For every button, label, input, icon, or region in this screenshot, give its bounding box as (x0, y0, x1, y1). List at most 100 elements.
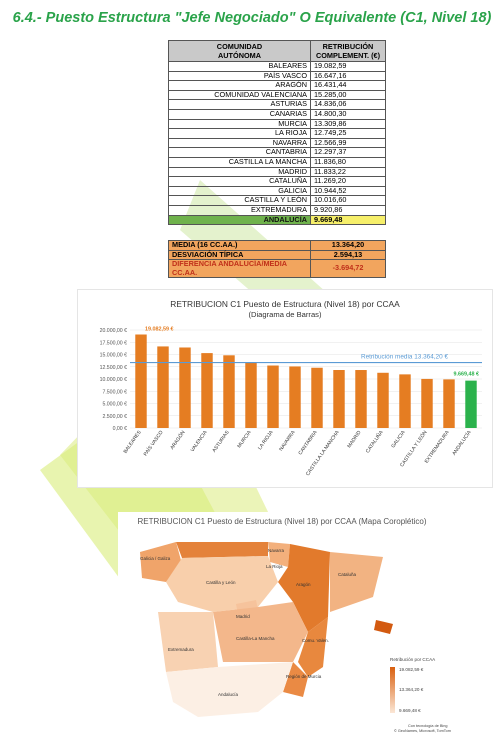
map-label-madrid: Madrid (236, 614, 250, 619)
summary-table: MEDIA (16 CC.AA.) 13.364,20 DESVIACIÓN TÍP… (168, 240, 386, 279)
cell-community: ANDALUCÍA (168, 214, 311, 226)
bar (377, 372, 389, 428)
bar (201, 353, 213, 428)
x-tick-label: CATALUÑA (364, 429, 385, 455)
bar (135, 334, 147, 428)
map-label-galicia: Galicia / Galiza (140, 556, 171, 561)
cell-salary: 16.431,44 (310, 80, 386, 91)
salary-table: COMUNIDAD AUTÓNOMA RETRIBUCIÓN COMPLEMEN… (168, 40, 386, 226)
bar (311, 367, 323, 428)
map-title: RETRIBUCION C1 Puesto de Estructura (Niv… (137, 517, 427, 526)
summary-value: 13.364,20 (310, 240, 386, 251)
region-extremadura (158, 612, 218, 672)
map-label-extremadura: Extremadura (168, 647, 194, 652)
x-tick-label: ASTURIAS (211, 429, 231, 453)
cell-salary: 11.836,80 (310, 156, 386, 168)
y-tick-label: 0,00 € (113, 426, 128, 432)
x-tick-label: PAÍS VASCO (142, 429, 165, 457)
table-row: BALEARES 19.082,59 (168, 61, 386, 72)
map-label-navarra: Navarra (268, 548, 285, 553)
cell-community: CASTILLA LA MANCHA (168, 156, 311, 168)
chart-title: RETRIBUCION C1 Puesto de Estructura (Niv… (170, 299, 400, 309)
choropleth-map: RETRIBUCION C1 Puesto de Estructura (Niv… (118, 512, 454, 737)
y-tick-label: 7.500,00 € (102, 389, 127, 395)
chart-subtitle: (Diagrama de Barras) (248, 310, 322, 319)
bar (443, 379, 455, 428)
x-tick-label: ARAGÓN (168, 429, 186, 451)
y-tick-label: 15.000,00 € (100, 353, 128, 359)
summary-value: 2.594,13 (310, 249, 386, 261)
map-label-la-rioja: La Rioja (266, 564, 283, 569)
bar (399, 374, 411, 428)
summary-label: DIFERENCIA ANDALUCÍA/MEDIA CC.AA. (168, 259, 311, 279)
y-tick-label: 2.500,00 € (102, 414, 127, 420)
summary-value: -3.694,72 (310, 259, 386, 279)
x-tick-label: NAVARRA (278, 429, 297, 452)
table-row: CANARIAS 14.800,30 (168, 108, 386, 120)
region-galicia (140, 542, 182, 582)
map-legend-min: 9.669,48 € (399, 708, 421, 713)
bar (179, 347, 191, 428)
x-tick-label: ANDALUCÍA (450, 429, 473, 457)
table-row: CANTABRIA 12.297,37 (168, 147, 386, 158)
region-baleares (374, 620, 393, 634)
data-label-min: 9.669,48 € (454, 372, 479, 378)
region-north-coast (176, 542, 268, 558)
cell-salary: 9.920,86 (310, 204, 386, 216)
cell-salary: 10.016,60 (310, 195, 386, 206)
cell-community: CANARIAS (168, 108, 311, 120)
x-tick-label: MURCIA (236, 429, 253, 449)
table-row: ANDALUCÍA 9.669,48 (168, 214, 386, 226)
region-valencia (298, 617, 328, 677)
map-legend-title: Retribución por CCAA (390, 657, 436, 662)
region-cataluna (330, 552, 383, 612)
cell-salary: 12.297,37 (310, 147, 386, 158)
map-legend-max: 19.082,59 € (399, 667, 424, 672)
cell-community: CATALUÑA (168, 176, 311, 187)
cell-salary: 9.669,48 (310, 214, 386, 226)
x-tick-label: MADRID (346, 429, 362, 449)
bar (267, 365, 279, 428)
y-tick-label: 17.500,00 € (100, 340, 128, 346)
region-castilla-y-leon (166, 556, 278, 612)
region-murcia (283, 662, 308, 697)
map-label-castilla-la-mancha: Castilla-La Mancha (236, 636, 275, 641)
bar-chart: RETRIBUCION C1 Puesto de Estructura (Niv… (77, 289, 493, 488)
summary-row: DIFERENCIA ANDALUCÍA/MEDIA CC.AA. -3.694,… (168, 259, 386, 279)
bar (465, 380, 477, 428)
map-credit-bing: Con tecnología de Bing (408, 724, 448, 728)
x-tick-label: GALICIA (390, 429, 407, 449)
x-tick-label: LA RIOJA (257, 429, 275, 451)
map-legend-scale (390, 667, 395, 713)
cell-salary: 11.269,20 (310, 176, 386, 187)
bar (421, 378, 433, 428)
table-row: CATALUÑA 11.269,20 (168, 176, 386, 187)
cell-salary: 12.749,25 (310, 128, 386, 139)
cell-salary: 19.082,59 (310, 61, 386, 72)
cell-community: CASTILLA Y LEÓN (168, 195, 311, 206)
data-label-max: 19.082,59 € (145, 326, 173, 332)
bar (223, 355, 235, 428)
y-tick-label: 12.500,00 € (100, 365, 128, 371)
x-tick-label: CANTABRIA (298, 429, 319, 456)
map-label-cataluna: Cataluña (338, 572, 357, 577)
map-credit-copyright: © GeoNames, Microsoft, TomTom (394, 729, 451, 733)
region-andalucia (166, 662, 293, 717)
summary-label: MEDIA (16 CC.AA.) (168, 240, 311, 251)
map-label-murcia: Región de Murcia (286, 674, 322, 679)
map-label-castilla-leon: Castilla y León (206, 580, 236, 585)
map-label-aragon: Aragón (296, 582, 311, 587)
table-row: LA RIOJA 12.749,25 (168, 128, 386, 139)
bar (355, 370, 367, 428)
spain-map (140, 542, 393, 717)
y-tick-label: 5.000,00 € (102, 402, 127, 408)
page-title: 6.4.- Puesto Estructura "Jefe Negociado"… (12, 10, 492, 26)
bar (157, 346, 169, 428)
bar (245, 362, 257, 428)
x-tick-label: BALEARES (123, 429, 143, 455)
table-row: CASTILLA LA MANCHA 11.836,80 (168, 156, 386, 168)
cell-community: LA RIOJA (168, 128, 311, 139)
bar (333, 369, 345, 428)
bar-chart-plot: 0,00 € 2.500,00 € 5.000,00 € 7.500,00 € 10.0… (100, 326, 482, 477)
region-aragon (278, 544, 330, 632)
